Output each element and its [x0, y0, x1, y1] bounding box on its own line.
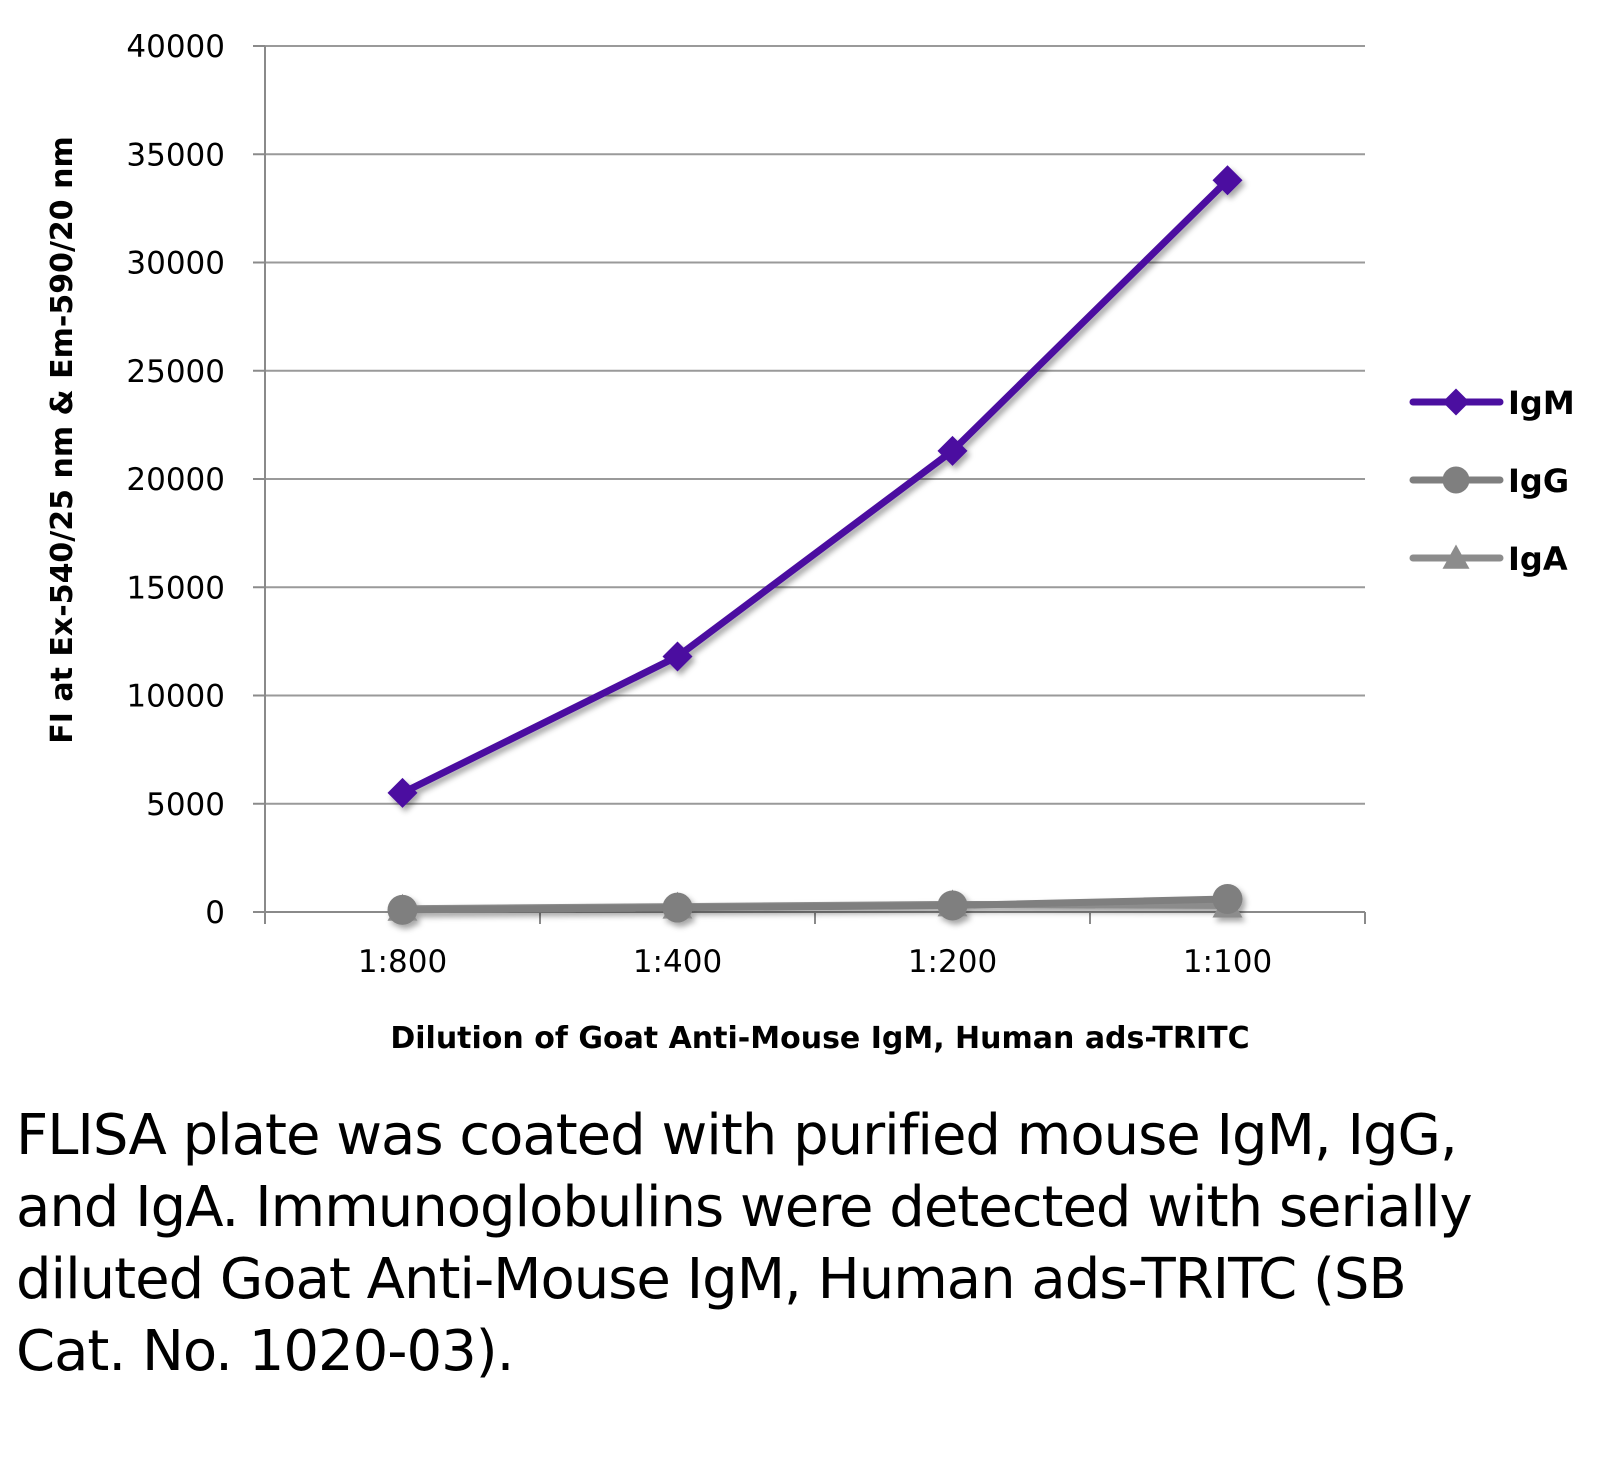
legend-label: IgM	[1508, 384, 1575, 422]
series-IgM	[387, 165, 1243, 808]
series-line	[399, 176, 1231, 797]
series-line	[399, 895, 1231, 914]
x-tick-label: 1:200	[908, 944, 997, 980]
data-point	[1212, 165, 1243, 196]
x-tick-label: 1:100	[1183, 944, 1272, 980]
legend-marker	[1442, 544, 1470, 569]
y-tick-label: 10000	[126, 679, 225, 715]
series-IgG	[387, 884, 1243, 925]
data-point	[937, 890, 968, 921]
legend-item: IgA	[1409, 540, 1568, 578]
legend-label: IgG	[1508, 462, 1569, 500]
figure-caption: FLISA plate was coated with purified mou…	[16, 1103, 1473, 1384]
axes	[253, 45, 1366, 924]
y-tick-label: 0	[205, 895, 225, 931]
legend-marker	[1442, 388, 1470, 416]
y-tick-label: 35000	[126, 137, 225, 173]
legend-marker	[1442, 466, 1470, 494]
data-point	[662, 641, 693, 672]
x-axis-title: Dilution of Goat Anti-Mouse IgM, Human a…	[390, 1021, 1249, 1056]
y-tick-label: 5000	[146, 787, 225, 823]
legend: IgM IgG IgA	[1409, 384, 1575, 578]
x-tick-label: 1:800	[358, 944, 447, 980]
x-tick-label: 1:400	[633, 944, 722, 980]
y-tick-labels: 0 5000 10000 15000 20000 25000 30000 35000 40000	[126, 29, 225, 931]
y-tick-label: 30000	[126, 246, 225, 282]
gridlines	[265, 45, 1365, 805]
legend-item: IgM	[1409, 384, 1575, 422]
legend-label: IgA	[1508, 540, 1568, 578]
y-axis-title: FI at Ex-540/25 nm & Em-590/20 nm	[45, 136, 80, 743]
y-tick-label: 40000	[126, 29, 225, 65]
data-point	[662, 892, 693, 923]
data-point	[387, 894, 418, 925]
y-tick-label: 25000	[126, 354, 225, 390]
data-point	[387, 777, 418, 808]
data-point	[937, 435, 968, 466]
line-chart: 0 5000 10000 15000 20000 25000 30000 35000 40000…	[45, 29, 1575, 1056]
x-tick-labels: 1:800 1:400 1:200 1:100	[358, 944, 1272, 980]
y-tick-label: 20000	[126, 462, 225, 498]
legend-item: IgG	[1409, 462, 1569, 500]
series	[387, 165, 1243, 925]
y-tick-label: 15000	[126, 570, 225, 606]
data-point	[1212, 884, 1243, 915]
